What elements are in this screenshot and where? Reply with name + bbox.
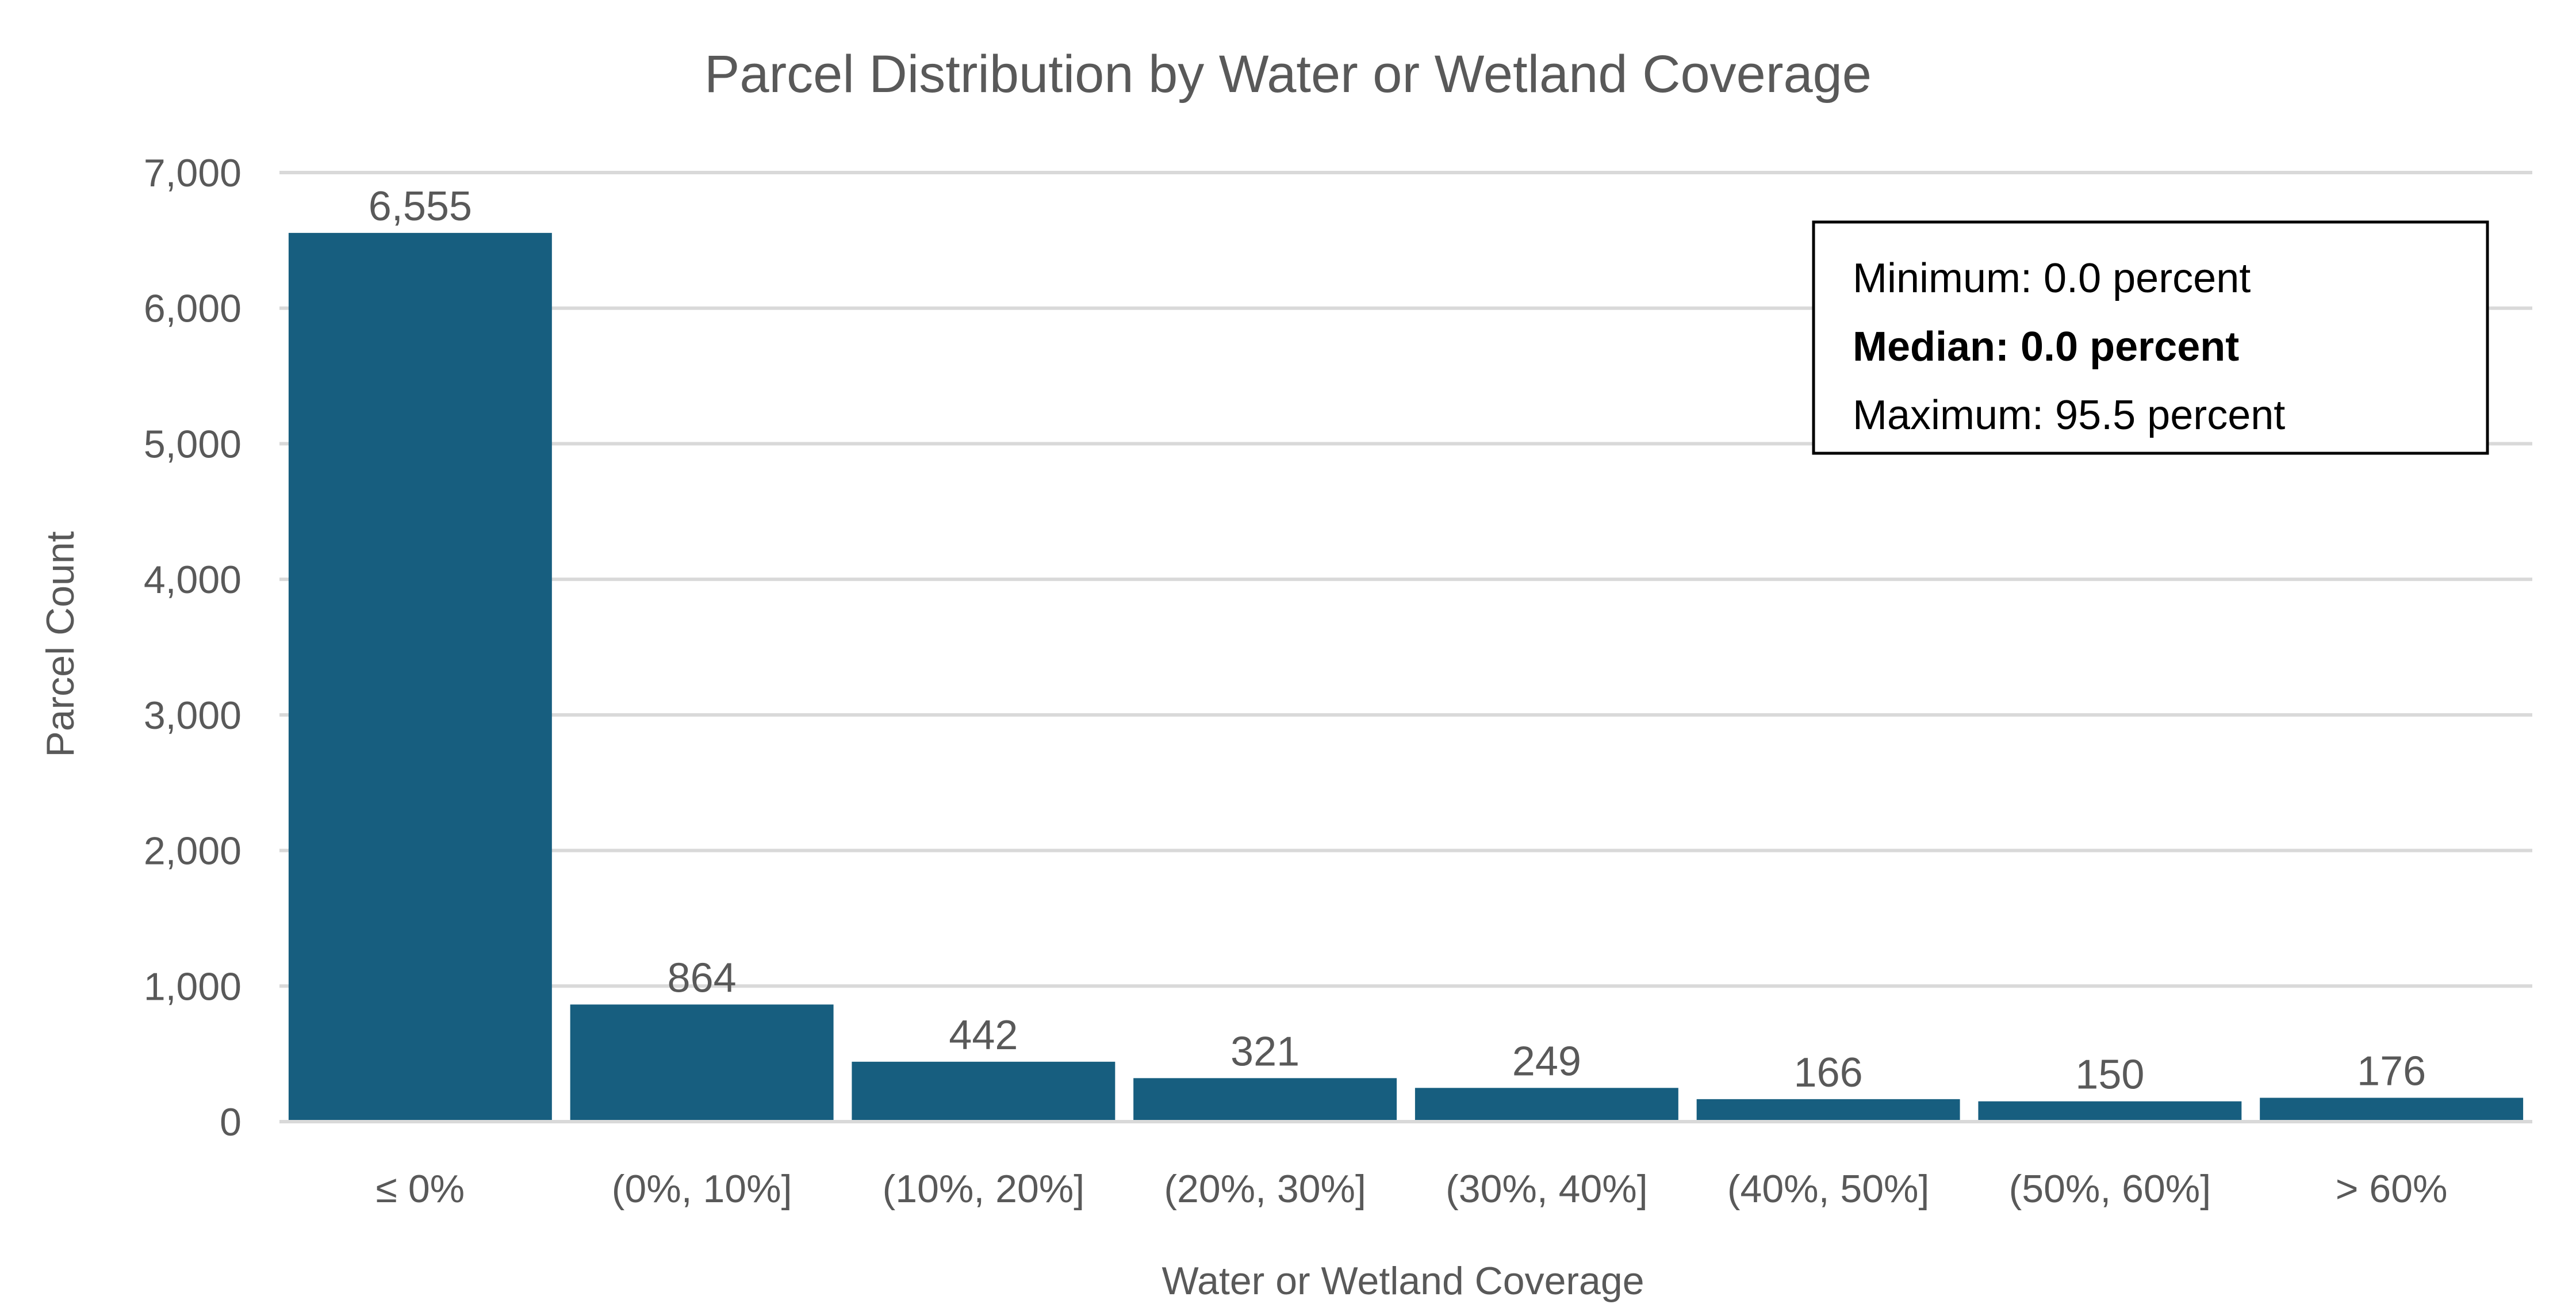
x-axis-title: Water or Wetland Coverage bbox=[1162, 1259, 1644, 1303]
data-labels: 6,555 864 442 321 249 166 150 176 bbox=[369, 183, 2426, 1098]
data-label: 249 bbox=[1512, 1038, 1581, 1084]
y-axis-title: Parcel Count bbox=[39, 531, 82, 757]
y-tick-label: 0 bbox=[220, 1100, 241, 1144]
x-tick-label: > 60% bbox=[2336, 1167, 2448, 1211]
y-tick-label: 3,000 bbox=[144, 694, 241, 737]
y-tick-label: 7,000 bbox=[144, 151, 241, 195]
x-tick-label: (30%, 40%] bbox=[1446, 1167, 1648, 1211]
x-tick-label: ≤ 0% bbox=[376, 1167, 465, 1211]
data-label: 442 bbox=[949, 1012, 1018, 1058]
bar bbox=[1978, 1101, 2242, 1122]
bar bbox=[2260, 1097, 2524, 1122]
data-label: 6,555 bbox=[369, 183, 472, 230]
y-tick-label: 4,000 bbox=[144, 558, 241, 602]
data-label: 150 bbox=[2075, 1052, 2144, 1098]
bar bbox=[852, 1061, 1116, 1122]
x-tick-label: (20%, 30%] bbox=[1164, 1167, 1366, 1211]
bars bbox=[288, 232, 2524, 1122]
data-label: 864 bbox=[668, 955, 737, 1001]
x-axis-tick-labels: ≤ 0% (0%, 10%] (10%, 20%] (20%, 30%] (30%, 4… bbox=[376, 1167, 2448, 1211]
data-label: 321 bbox=[1230, 1028, 1300, 1074]
y-tick-label: 6,000 bbox=[144, 287, 241, 331]
bar bbox=[288, 232, 552, 1122]
x-tick-label: (10%, 20%] bbox=[883, 1167, 1085, 1211]
data-label: 166 bbox=[1794, 1050, 1863, 1096]
bar bbox=[1133, 1078, 1397, 1122]
stats-maximum: Maximum: 95.5 percent bbox=[1853, 392, 2285, 438]
y-axis-tick-labels: 0 1,000 2,000 3,000 4,000 5,000 6,000 7,000 bbox=[144, 151, 241, 1144]
data-label: 176 bbox=[2357, 1049, 2426, 1095]
bar bbox=[1414, 1088, 1678, 1122]
x-tick-label: (0%, 10%] bbox=[612, 1167, 792, 1211]
y-tick-label: 5,000 bbox=[144, 422, 241, 466]
x-tick-label: (40%, 50%] bbox=[1727, 1167, 1930, 1211]
bar bbox=[1696, 1099, 1960, 1122]
bar bbox=[570, 1004, 834, 1122]
y-tick-label: 1,000 bbox=[144, 965, 241, 1008]
y-tick-label: 2,000 bbox=[144, 829, 241, 873]
stats-median: Median: 0.0 percent bbox=[1853, 324, 2239, 370]
chart-title: Parcel Distribution by Water or Wetland … bbox=[704, 45, 1872, 104]
gridlines bbox=[279, 171, 2532, 988]
summary-stats-border bbox=[1812, 220, 2489, 455]
summary-stats-box: Minimum: 0.0 percent Median: 0.0 percent… bbox=[1812, 220, 2489, 455]
stats-minimum: Minimum: 0.0 percent bbox=[1853, 255, 2251, 301]
x-tick-label: (50%, 60%] bbox=[2009, 1167, 2211, 1211]
